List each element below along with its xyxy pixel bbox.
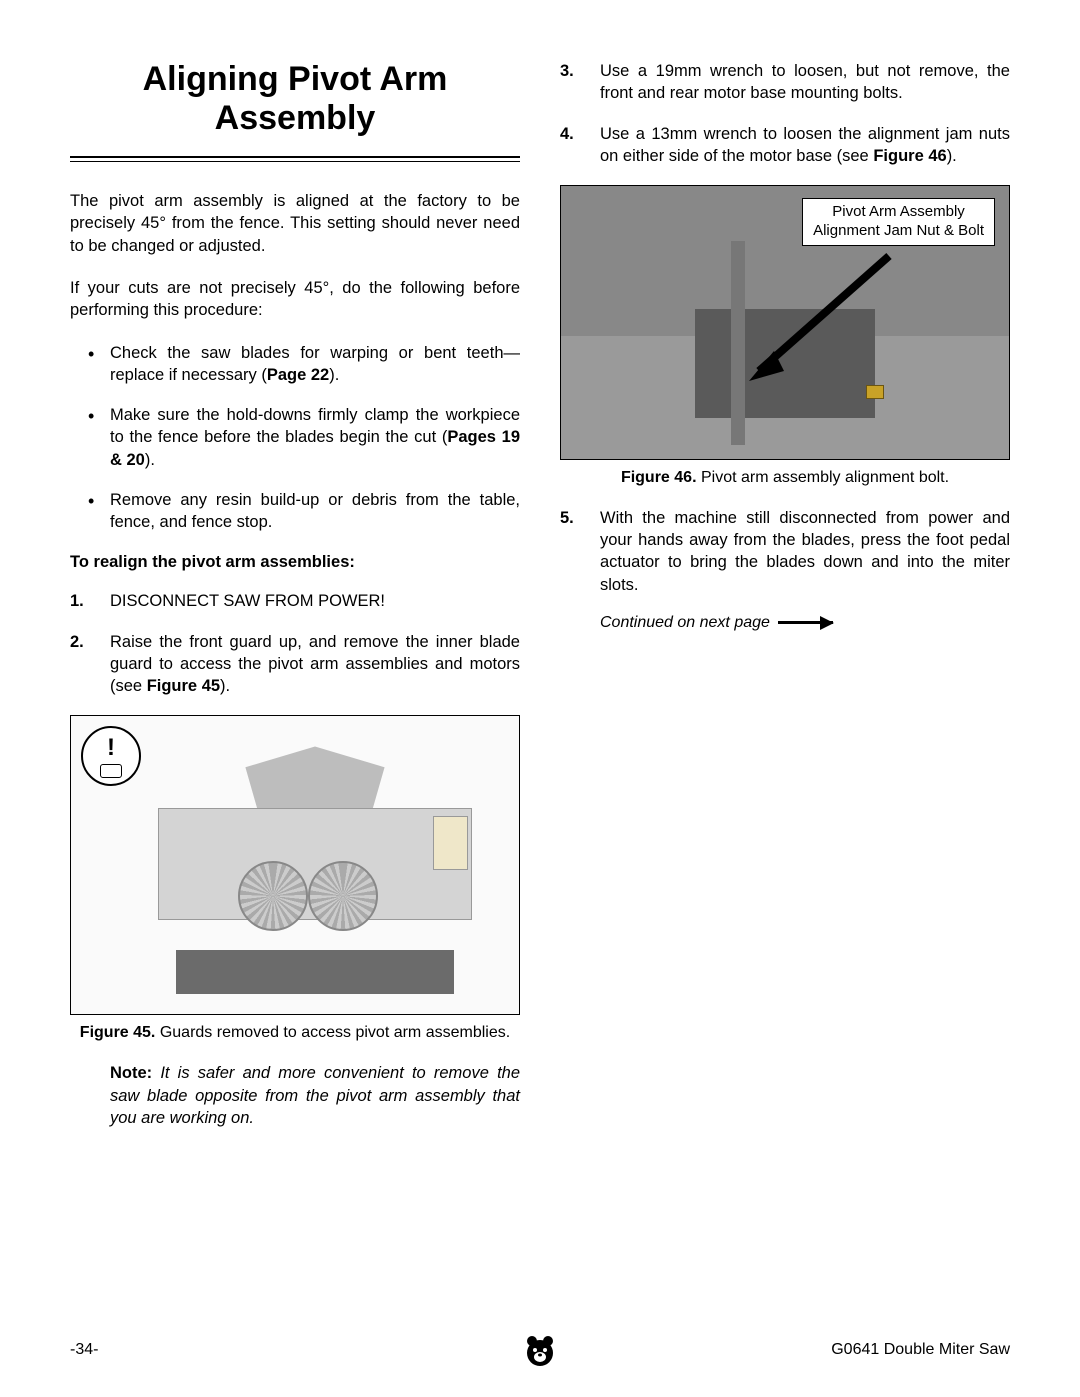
step-number: 5. — [560, 507, 574, 529]
step-item: 2.Raise the front guard up, and remove t… — [70, 631, 520, 698]
figure-label: Figure 46. — [621, 469, 697, 486]
callout-label: Pivot Arm Assembly Alignment Jam Nut & B… — [802, 198, 995, 246]
procedure-heading: To realign the pivot arm assemblies: — [70, 553, 520, 572]
page-ref: Pages 19 & 20 — [110, 428, 520, 468]
page-ref: Page 22 — [267, 366, 329, 384]
unplug-warning-icon: ! — [81, 726, 141, 786]
arrow-right-icon — [778, 621, 833, 624]
continued-notice: Continued on next page — [560, 614, 1010, 632]
steps-list-right-2: 5. With the machine still disconnected fr… — [560, 507, 1010, 596]
intro-paragraph: If your cuts are not precisely 45°, do t… — [70, 277, 520, 322]
left-column: Aligning Pivot Arm Assembly The pivot ar… — [70, 60, 520, 1129]
plug-icon — [100, 764, 122, 778]
step-text: Use a 19mm wrench to loosen, but not rem… — [600, 62, 1010, 102]
figure-ref: Figure 45 — [147, 677, 220, 695]
bear-logo-icon — [522, 1332, 558, 1368]
figure-caption: Figure 46. Pivot arm assembly alignment … — [560, 468, 1010, 489]
caption-text: Guards removed to access pivot arm assem… — [155, 1024, 510, 1041]
page-footer: -34- G0641 Double Miter Saw — [70, 1341, 1010, 1359]
saw-blade — [238, 861, 308, 931]
steps-list-left: 1. DISCONNECT SAW FROM POWER! 2.Raise the… — [70, 590, 520, 697]
section-title: Aligning Pivot Arm Assembly — [70, 60, 520, 138]
precheck-list: Check the saw blades for warping or bent… — [70, 342, 520, 534]
step-number: 2. — [70, 631, 84, 653]
step-number: 1. — [70, 590, 84, 612]
continued-text: Continued on next page — [600, 614, 770, 632]
control-panel — [433, 816, 468, 871]
title-rule — [70, 161, 520, 162]
list-item: Check the saw blades for warping or bent… — [70, 342, 520, 387]
steps-list-right: 3. Use a 19mm wrench to loosen, but not r… — [560, 60, 1010, 167]
caption-text: Pivot arm assembly alignment bolt. — [697, 469, 950, 486]
list-item: Make sure the hold-downs firmly clamp th… — [70, 404, 520, 471]
step-item: 3. Use a 19mm wrench to loosen, but not r… — [560, 60, 1010, 105]
step-item: 4.Use a 13mm wrench to loosen the alignm… — [560, 123, 1010, 168]
figure-45: ! — [70, 715, 520, 1015]
figure-label: Figure 45. — [80, 1024, 156, 1041]
intro-paragraph: The pivot arm assembly is aligned at the… — [70, 190, 520, 257]
callout-arrow-icon — [739, 251, 899, 391]
figure-ref: Figure 46 — [873, 147, 946, 165]
step-number: 4. — [560, 123, 574, 145]
step-item: 1. DISCONNECT SAW FROM POWER! — [70, 590, 520, 612]
document-title: G0641 Double Miter Saw — [831, 1341, 1010, 1359]
note-label: Note: — [110, 1064, 152, 1082]
note-text: It is safer and more convenient to remov… — [110, 1064, 520, 1127]
figure-caption: Figure 45. Guards removed to access pivo… — [70, 1023, 520, 1044]
step-text: DISCONNECT SAW FROM POWER! — [110, 592, 385, 610]
exclamation-icon: ! — [107, 734, 115, 762]
machine-base — [176, 950, 454, 995]
page-number: -34- — [70, 1341, 98, 1359]
step-text: With the machine still disconnected from… — [600, 509, 1010, 594]
title-rule — [70, 156, 520, 158]
step-item: 5. With the machine still disconnected fr… — [560, 507, 1010, 596]
callout-line: Alignment Jam Nut & Bolt — [813, 222, 984, 239]
machine-illustration — [141, 746, 489, 994]
note-paragraph: Note: It is safer and more convenient to… — [70, 1062, 520, 1129]
list-item: Remove any resin build-up or debris from… — [70, 489, 520, 534]
page-content: Aligning Pivot Arm Assembly The pivot ar… — [0, 0, 1080, 1169]
machine-top — [245, 746, 384, 815]
saw-blade — [308, 861, 378, 931]
figure-46: Pivot Arm Assembly Alignment Jam Nut & B… — [560, 185, 1010, 460]
right-column: 3. Use a 19mm wrench to loosen, but not r… — [560, 60, 1010, 1129]
callout-line: Pivot Arm Assembly — [832, 203, 965, 220]
step-number: 3. — [560, 60, 574, 82]
